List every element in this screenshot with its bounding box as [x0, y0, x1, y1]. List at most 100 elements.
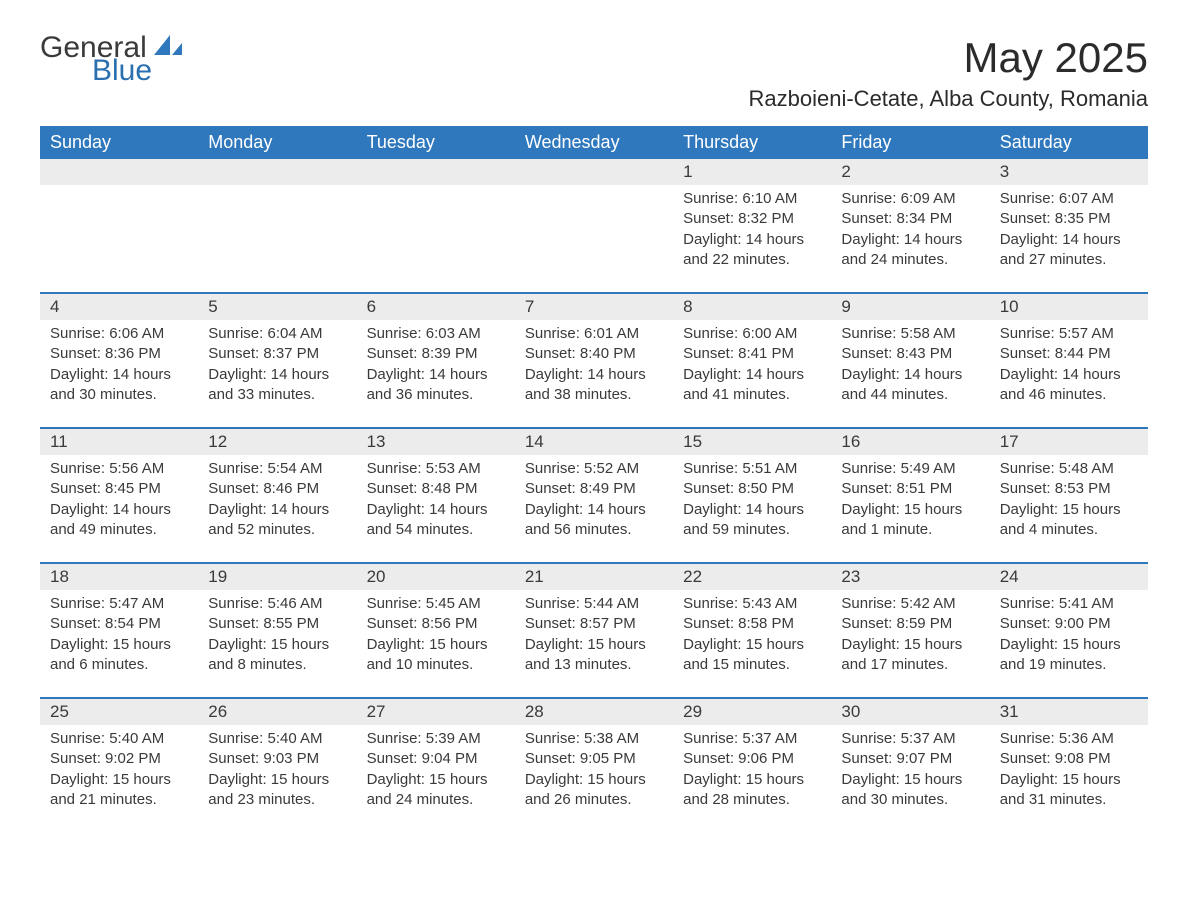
day-number-cell: 4 — [40, 293, 198, 320]
daylight-text: Daylight: 15 hours and 1 minute. — [841, 500, 979, 541]
week-content-row: Sunrise: 5:56 AMSunset: 8:45 PMDaylight:… — [40, 455, 1148, 563]
brand-logo: General Blue — [40, 34, 182, 85]
weekday-header: Saturday — [990, 126, 1148, 159]
weekday-header: Wednesday — [515, 126, 673, 159]
daylight-text: Daylight: 15 hours and 10 minutes. — [367, 635, 505, 676]
day-content-cell: Sunrise: 5:51 AMSunset: 8:50 PMDaylight:… — [673, 455, 831, 563]
week-daynum-row: 25262728293031 — [40, 698, 1148, 725]
daylight-text: Daylight: 15 hours and 15 minutes. — [683, 635, 821, 676]
sunset-text: Sunset: 8:50 PM — [683, 479, 821, 499]
day-content-cell: Sunrise: 5:49 AMSunset: 8:51 PMDaylight:… — [831, 455, 989, 563]
weekday-header: Thursday — [673, 126, 831, 159]
day-number-cell: 16 — [831, 428, 989, 455]
sunrise-text: Sunrise: 6:10 AM — [683, 189, 821, 209]
daylight-text: Daylight: 15 hours and 28 minutes. — [683, 770, 821, 811]
sunset-text: Sunset: 8:49 PM — [525, 479, 663, 499]
day-number-cell: 8 — [673, 293, 831, 320]
calendar-body: 123Sunrise: 6:10 AMSunset: 8:32 PMDaylig… — [40, 159, 1148, 832]
sunset-text: Sunset: 8:43 PM — [841, 344, 979, 364]
day-content-cell — [198, 185, 356, 293]
day-content-cell: Sunrise: 5:47 AMSunset: 8:54 PMDaylight:… — [40, 590, 198, 698]
day-number-cell: 23 — [831, 563, 989, 590]
day-content-cell: Sunrise: 5:52 AMSunset: 8:49 PMDaylight:… — [515, 455, 673, 563]
day-content-cell: Sunrise: 5:38 AMSunset: 9:05 PMDaylight:… — [515, 725, 673, 832]
day-number-cell: 28 — [515, 698, 673, 725]
sunset-text: Sunset: 8:46 PM — [208, 479, 346, 499]
daylight-text: Daylight: 14 hours and 38 minutes. — [525, 365, 663, 406]
daylight-text: Daylight: 14 hours and 24 minutes. — [841, 230, 979, 271]
day-number-cell: 24 — [990, 563, 1148, 590]
week-daynum-row: 123 — [40, 159, 1148, 185]
day-content-cell: Sunrise: 6:07 AMSunset: 8:35 PMDaylight:… — [990, 185, 1148, 293]
sunset-text: Sunset: 8:56 PM — [367, 614, 505, 634]
sunset-text: Sunset: 8:41 PM — [683, 344, 821, 364]
day-content-cell: Sunrise: 5:56 AMSunset: 8:45 PMDaylight:… — [40, 455, 198, 563]
day-content-cell: Sunrise: 5:43 AMSunset: 8:58 PMDaylight:… — [673, 590, 831, 698]
day-number-cell: 22 — [673, 563, 831, 590]
weekday-header: Friday — [831, 126, 989, 159]
daylight-text: Daylight: 15 hours and 26 minutes. — [525, 770, 663, 811]
sunset-text: Sunset: 8:32 PM — [683, 209, 821, 229]
day-content-cell: Sunrise: 6:03 AMSunset: 8:39 PMDaylight:… — [357, 320, 515, 428]
day-number-cell: 21 — [515, 563, 673, 590]
day-content-cell: Sunrise: 6:01 AMSunset: 8:40 PMDaylight:… — [515, 320, 673, 428]
day-number-cell: 10 — [990, 293, 1148, 320]
sunrise-text: Sunrise: 5:37 AM — [683, 729, 821, 749]
day-content-cell: Sunrise: 6:06 AMSunset: 8:36 PMDaylight:… — [40, 320, 198, 428]
sunset-text: Sunset: 9:06 PM — [683, 749, 821, 769]
sunset-text: Sunset: 8:59 PM — [841, 614, 979, 634]
sunset-text: Sunset: 9:05 PM — [525, 749, 663, 769]
daylight-text: Daylight: 14 hours and 41 minutes. — [683, 365, 821, 406]
day-number-cell: 1 — [673, 159, 831, 185]
sunrise-text: Sunrise: 6:07 AM — [1000, 189, 1138, 209]
sunrise-text: Sunrise: 5:40 AM — [50, 729, 188, 749]
daylight-text: Daylight: 15 hours and 30 minutes. — [841, 770, 979, 811]
title-block: May 2025 Razboieni-Cetate, Alba County, … — [749, 34, 1148, 112]
day-content-cell — [515, 185, 673, 293]
sunset-text: Sunset: 9:08 PM — [1000, 749, 1138, 769]
week-content-row: Sunrise: 6:06 AMSunset: 8:36 PMDaylight:… — [40, 320, 1148, 428]
sunrise-text: Sunrise: 5:39 AM — [367, 729, 505, 749]
week-daynum-row: 11121314151617 — [40, 428, 1148, 455]
sunrise-text: Sunrise: 5:48 AM — [1000, 459, 1138, 479]
day-content-cell: Sunrise: 5:42 AMSunset: 8:59 PMDaylight:… — [831, 590, 989, 698]
location-subtitle: Razboieni-Cetate, Alba County, Romania — [749, 86, 1148, 112]
day-content-cell: Sunrise: 5:44 AMSunset: 8:57 PMDaylight:… — [515, 590, 673, 698]
day-content-cell: Sunrise: 5:54 AMSunset: 8:46 PMDaylight:… — [198, 455, 356, 563]
day-content-cell: Sunrise: 5:40 AMSunset: 9:02 PMDaylight:… — [40, 725, 198, 832]
day-number-cell: 6 — [357, 293, 515, 320]
sunset-text: Sunset: 8:44 PM — [1000, 344, 1138, 364]
sunset-text: Sunset: 9:07 PM — [841, 749, 979, 769]
sunrise-text: Sunrise: 5:45 AM — [367, 594, 505, 614]
day-number-cell: 11 — [40, 428, 198, 455]
sunrise-text: Sunrise: 6:01 AM — [525, 324, 663, 344]
sunrise-text: Sunrise: 5:51 AM — [683, 459, 821, 479]
daylight-text: Daylight: 15 hours and 17 minutes. — [841, 635, 979, 676]
sunrise-text: Sunrise: 5:49 AM — [841, 459, 979, 479]
weekday-header: Sunday — [40, 126, 198, 159]
weekday-header: Monday — [198, 126, 356, 159]
calendar-table: Sunday Monday Tuesday Wednesday Thursday… — [40, 126, 1148, 832]
daylight-text: Daylight: 15 hours and 24 minutes. — [367, 770, 505, 811]
sunrise-text: Sunrise: 6:00 AM — [683, 324, 821, 344]
sunrise-text: Sunrise: 5:47 AM — [50, 594, 188, 614]
day-number-cell: 29 — [673, 698, 831, 725]
sunset-text: Sunset: 8:55 PM — [208, 614, 346, 634]
sunrise-text: Sunrise: 6:04 AM — [208, 324, 346, 344]
sunset-text: Sunset: 8:37 PM — [208, 344, 346, 364]
day-content-cell: Sunrise: 6:04 AMSunset: 8:37 PMDaylight:… — [198, 320, 356, 428]
daylight-text: Daylight: 15 hours and 23 minutes. — [208, 770, 346, 811]
day-number-cell: 3 — [990, 159, 1148, 185]
daylight-text: Daylight: 14 hours and 44 minutes. — [841, 365, 979, 406]
day-number-cell — [198, 159, 356, 185]
day-number-cell: 15 — [673, 428, 831, 455]
sunrise-text: Sunrise: 5:54 AM — [208, 459, 346, 479]
day-number-cell: 27 — [357, 698, 515, 725]
sunrise-text: Sunrise: 5:37 AM — [841, 729, 979, 749]
brand-text: General Blue — [40, 34, 152, 85]
day-number-cell: 31 — [990, 698, 1148, 725]
day-content-cell: Sunrise: 6:09 AMSunset: 8:34 PMDaylight:… — [831, 185, 989, 293]
daylight-text: Daylight: 14 hours and 36 minutes. — [367, 365, 505, 406]
day-content-cell: Sunrise: 6:10 AMSunset: 8:32 PMDaylight:… — [673, 185, 831, 293]
day-content-cell: Sunrise: 5:58 AMSunset: 8:43 PMDaylight:… — [831, 320, 989, 428]
